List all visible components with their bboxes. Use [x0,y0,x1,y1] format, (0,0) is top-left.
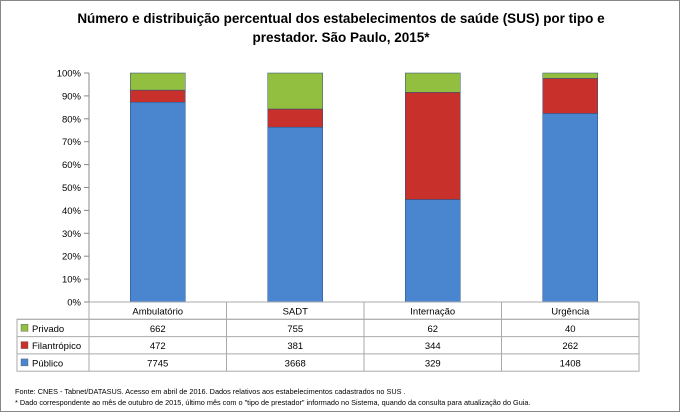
y-tick-label: 50% [62,183,82,194]
bar-segment-privado [267,72,323,110]
table-border [16,318,640,372]
bar-segment-privado [542,72,598,79]
y-tick-label: 100% [57,69,82,80]
bar-segment-privado [405,72,461,93]
series-label: Filantrópico [32,341,81,352]
series-label: Privado [32,324,64,335]
data-value: 662 [150,324,166,335]
legend-key-filantrópico [20,341,29,349]
stacked-bar-chart: 0% 10% 20% 30% 40% 50% 60% 70% 80% 90% 100% Ambulat… [16,69,640,372]
y-tick-label: 70% [62,137,82,148]
data-value: 344 [425,341,441,352]
y-tick-label: 20% [62,252,82,263]
bar-segment-público [267,126,323,303]
bar-segment-privado [130,72,186,91]
data-value: 7745 [147,358,168,369]
bar-segment-filantrópico [267,108,323,128]
data-value: 381 [287,341,303,352]
data-value: 329 [425,358,441,369]
y-tick-label: 60% [62,160,82,171]
data-value: 40 [565,324,576,335]
data-value: 262 [562,341,578,352]
y-tick-label: 30% [62,229,82,240]
source-note: Fonte: CNES - Tabnet/DATASUS. Acesso em … [15,387,406,396]
data-value: 755 [287,324,303,335]
category-label: SADT [283,307,309,318]
legend-key-público [20,358,29,367]
y-tick-label: 0% [67,298,81,309]
bar-segment-filantrópico [405,92,461,200]
bar-segment-público [542,113,598,303]
y-tick-label: 80% [62,114,82,125]
y-tick-label: 40% [62,206,82,217]
bar-segment-público [130,101,186,303]
data-value: 472 [150,341,166,352]
category-label: Internação [410,307,455,318]
legend-key-privado [20,324,29,332]
category-label: Urgência [551,307,590,318]
footnote: * Dado correspondente ao mês de outubro … [15,398,531,407]
bar-segment-filantrópico [130,89,186,103]
series-label: Público [32,358,63,369]
data-value: 1408 [560,358,581,369]
chart-title: Número e distribuição percentual dos est… [77,11,605,45]
bar-segment-público [405,199,461,303]
category-label: Ambulatório [132,307,183,318]
data-value: 62 [427,324,438,335]
bar-segment-filantrópico [542,78,598,114]
chart-footer: Fonte: CNES - Tabnet/DATASUS. Acesso em … [15,386,530,408]
data-value: 3668 [285,358,306,369]
y-tick-label: 10% [62,275,82,286]
y-tick-label: 90% [62,91,82,102]
